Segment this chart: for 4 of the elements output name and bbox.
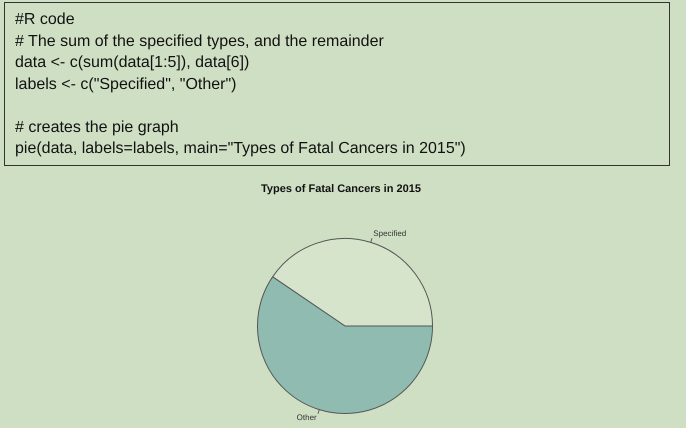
chart-title: Types of Fatal Cancers in 2015 — [261, 183, 421, 196]
slice-label: Specified — [373, 229, 406, 238]
slice-label: Other — [296, 413, 318, 422]
text: #R code # The sum of the specified types, and the remainder data <- c(sum(data[1:5]), data[6]) labels <- c("Specified", "Other") # creates the pie graph pie(data, labels=labels, main="Types of Fatal Cancers in 2015") — [15, 11, 466, 157]
